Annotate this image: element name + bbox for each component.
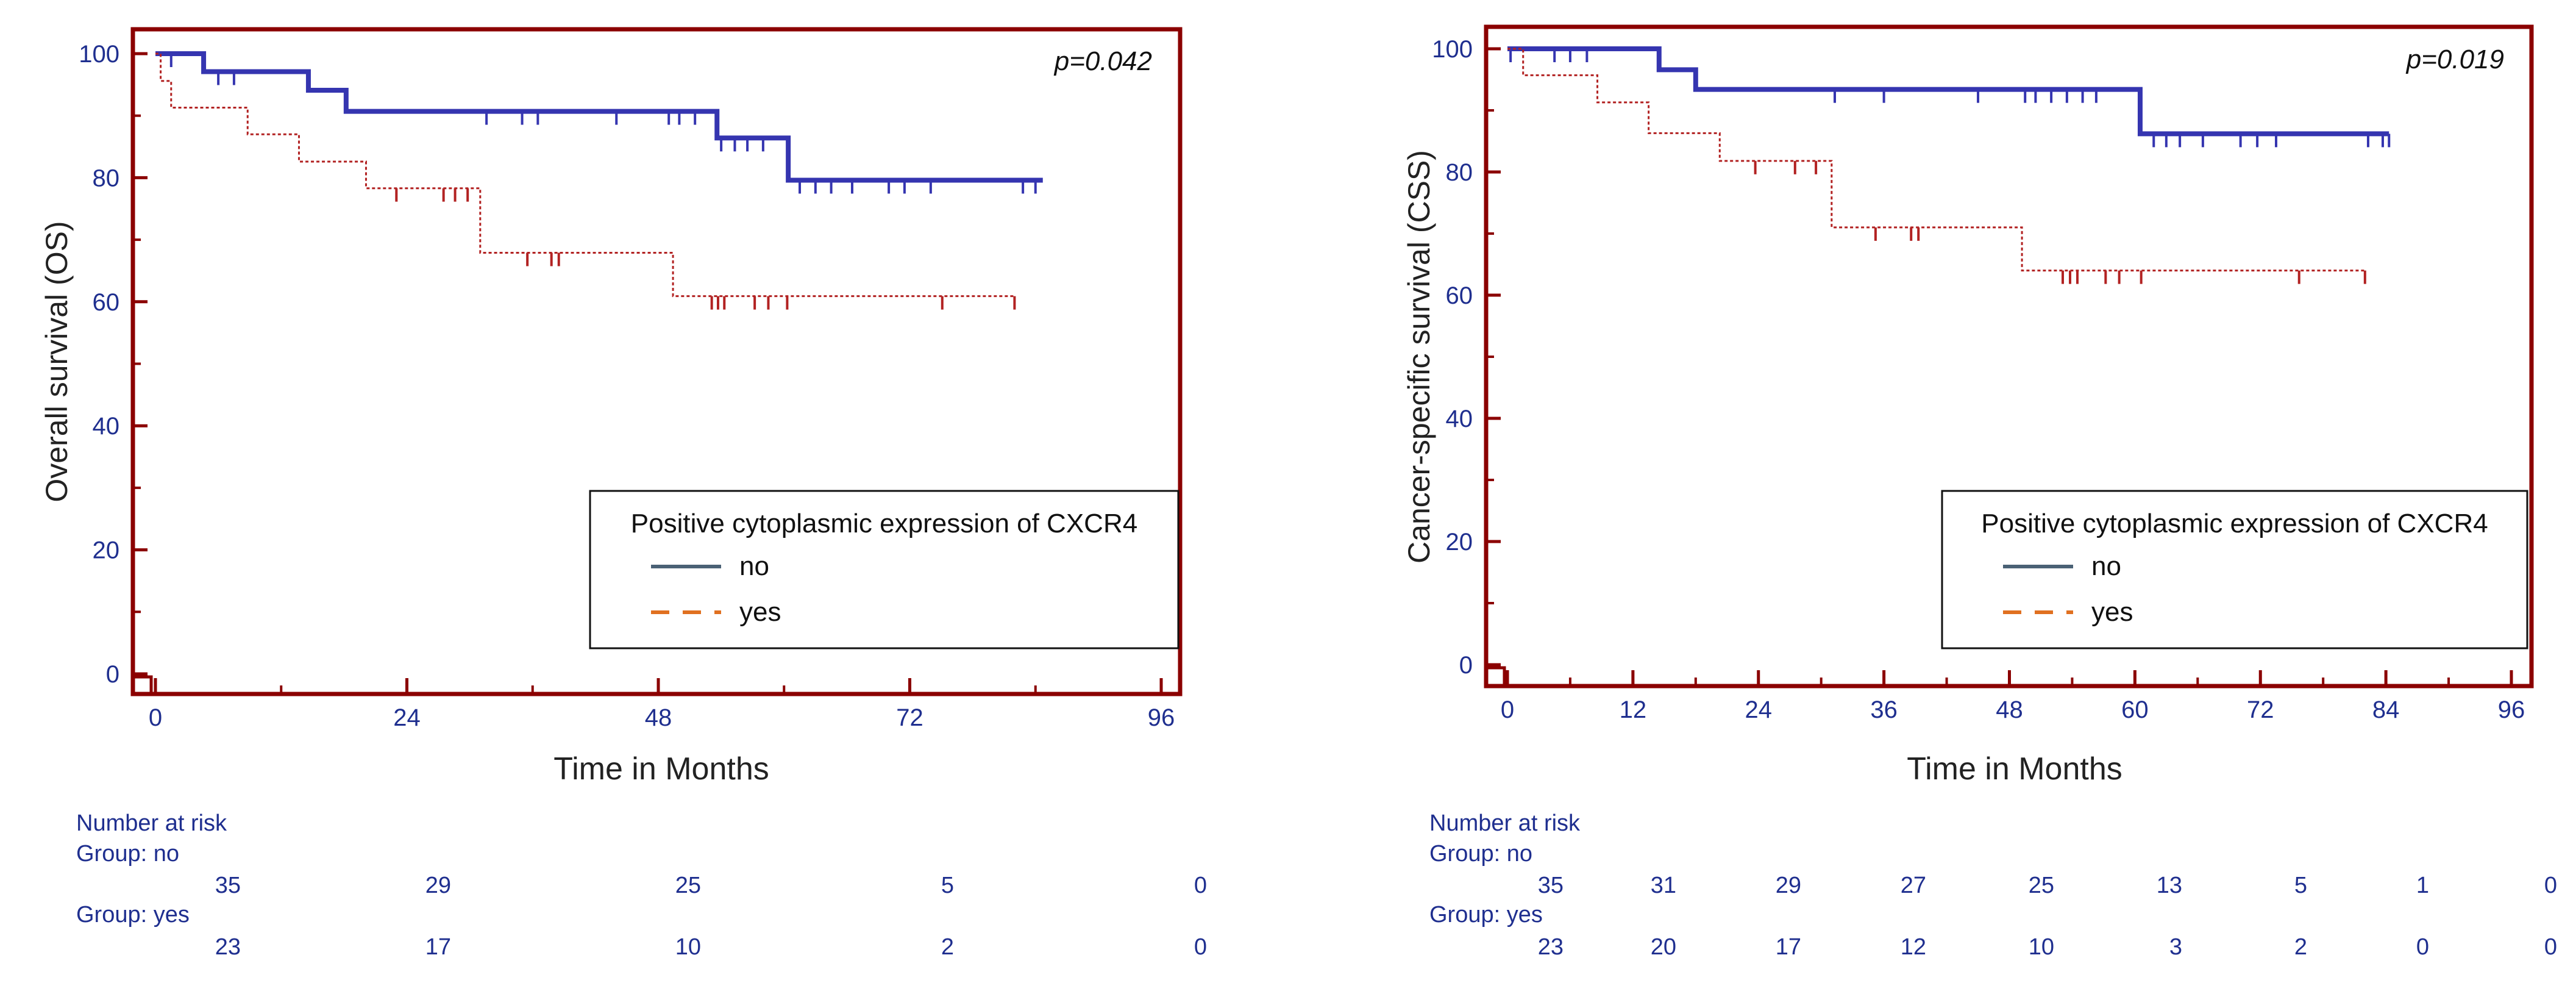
plot-frame (130, 27, 1183, 696)
risk-count: 3 (2169, 934, 2182, 960)
risk-count: 20 (1651, 934, 1676, 960)
legend-box (589, 490, 1179, 649)
risk-count: 12 (1901, 934, 1926, 960)
y-tick-label: 20 (93, 537, 120, 564)
risk-group-label: Group: yes (76, 902, 190, 928)
legend-label-yes: yes (739, 597, 781, 627)
p-value-annotation: p=0.042 (1053, 46, 1152, 76)
legend-box (1941, 490, 2528, 649)
survival-curve-yes (155, 52, 1015, 298)
x-tick-label: 60 (2121, 696, 2149, 723)
risk-count: 2 (2294, 934, 2307, 960)
risk-count: 29 (1776, 873, 1801, 898)
risk-count: 13 (2157, 873, 2182, 898)
risk-count: 0 (2544, 873, 2557, 898)
risk-count: 0 (2416, 934, 2429, 960)
x-tick-label: 84 (2372, 696, 2400, 723)
x-tick-label: 12 (1620, 696, 1647, 723)
y-tick-label: 100 (79, 41, 119, 68)
legend-label-no: no (2091, 551, 2121, 581)
risk-count: 35 (215, 873, 241, 898)
survival-curve-yes (1507, 48, 2365, 272)
risk-table-heading: Number at risk (76, 810, 227, 836)
risk-group-label: Group: no (1429, 841, 1532, 867)
risk-count: 10 (675, 934, 701, 960)
x-tick-label: 24 (1745, 696, 1773, 723)
risk-count: 31 (1651, 873, 1676, 898)
legend-label-yes: yes (2091, 597, 2133, 627)
legend-title: Positive cytoplasmic expression of CXCR4 (631, 509, 1137, 538)
y-tick-label: 60 (1446, 282, 1473, 309)
y-tick-label: 40 (1446, 406, 1473, 432)
x-tick-label: 0 (149, 704, 162, 731)
risk-count: 10 (2029, 934, 2054, 960)
y-tick-label: 0 (106, 661, 119, 688)
y-tick-label: 80 (1446, 159, 1473, 186)
risk-count: 23 (215, 934, 241, 960)
risk-count: 29 (425, 873, 451, 898)
risk-count: 27 (1901, 873, 1926, 898)
risk-count: 17 (425, 934, 451, 960)
risk-count: 0 (2544, 934, 2557, 960)
y-axis-label: Overall survival (OS) (40, 221, 74, 502)
y-axis-label: Cancer-specific survival (CSS) (1402, 150, 1436, 563)
legend: Positive cytoplasmic expression of CXCR4… (589, 490, 1179, 649)
axis-origin-marker (133, 675, 153, 694)
risk-count: 25 (675, 873, 701, 898)
x-tick-label: 72 (896, 704, 923, 731)
y-tick-label: 100 (1432, 36, 1473, 63)
legend-label-no: no (739, 551, 769, 581)
axis-origin-marker (1486, 666, 1506, 686)
x-tick-label: 48 (645, 704, 672, 731)
x-axis-label: Time in Months (1907, 751, 2122, 787)
risk-table: Number at risk Group: no 35 29 25 5 0 Group: ye… (76, 810, 1207, 960)
y-tick-label: 20 (1446, 529, 1473, 556)
survival-curve-no (1507, 46, 2389, 137)
risk-count: 2 (941, 934, 954, 960)
risk-group-label: Group: yes (1429, 902, 1543, 928)
x-tick-label: 0 (1501, 696, 1514, 723)
y-tick-label: 0 (1459, 652, 1473, 679)
x-tick-label: 96 (1148, 704, 1175, 731)
risk-group-label: Group: no (76, 841, 179, 867)
risk-count: 0 (1194, 934, 1207, 960)
x-tick-label: 36 (1870, 696, 1898, 723)
x-tick-label: 72 (2247, 696, 2274, 723)
y-tick-label: 60 (93, 289, 120, 316)
x-tick-label: 24 (393, 704, 421, 731)
risk-count: 1 (2416, 873, 2429, 898)
legend: Positive cytoplasmic expression of CXCR4… (1941, 490, 2528, 649)
risk-count: 25 (2029, 873, 2054, 898)
legend-title: Positive cytoplasmic expression of CXCR4 (1981, 509, 2488, 538)
y-tick-label: 40 (93, 413, 120, 440)
x-axis-label: Time in Months (553, 751, 769, 787)
risk-count: 23 (1538, 934, 1564, 960)
risk-count: 35 (1538, 873, 1564, 898)
risk-count: 5 (941, 873, 954, 898)
risk-count: 17 (1776, 934, 1801, 960)
risk-count: 0 (1194, 873, 1207, 898)
x-tick-label: 96 (2498, 696, 2525, 723)
y-tick-label: 80 (93, 165, 120, 191)
risk-count: 5 (2294, 873, 2307, 898)
p-value-annotation: p=0.019 (2405, 45, 2504, 74)
risk-table-heading: Number at risk (1429, 810, 1581, 836)
x-tick-label: 48 (1996, 696, 2023, 723)
survival-curve-no (155, 51, 1043, 183)
